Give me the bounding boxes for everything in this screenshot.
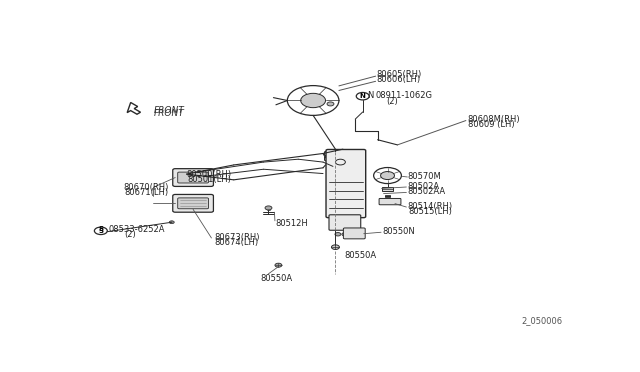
Text: 80671(LH): 80671(LH): [125, 187, 169, 197]
Text: 80501(LH): 80501(LH): [188, 175, 232, 184]
Circle shape: [327, 102, 334, 106]
Text: FRONT: FRONT: [154, 109, 184, 118]
Text: 08533-6252A: 08533-6252A: [109, 225, 165, 234]
FancyBboxPatch shape: [173, 195, 213, 212]
FancyBboxPatch shape: [173, 169, 213, 186]
Text: 80670(RH): 80670(RH): [124, 183, 169, 192]
Text: 08911-1062G: 08911-1062G: [376, 91, 433, 100]
Text: (2): (2): [125, 230, 136, 239]
FancyBboxPatch shape: [324, 157, 335, 161]
FancyBboxPatch shape: [379, 198, 401, 205]
Circle shape: [342, 232, 348, 236]
Circle shape: [356, 93, 369, 100]
Circle shape: [381, 171, 394, 180]
Text: 80570M: 80570M: [408, 172, 441, 181]
Text: 80512H: 80512H: [275, 219, 308, 228]
Text: 80502AA: 80502AA: [408, 187, 445, 196]
FancyBboxPatch shape: [344, 228, 365, 239]
FancyBboxPatch shape: [324, 151, 335, 155]
Circle shape: [332, 245, 339, 250]
Text: 80673(RH): 80673(RH): [214, 233, 259, 242]
Bar: [385, 195, 390, 197]
FancyBboxPatch shape: [329, 215, 361, 230]
Text: 80502A: 80502A: [408, 182, 440, 191]
Text: 80608M(RH): 80608M(RH): [467, 115, 520, 124]
Text: N: N: [367, 91, 373, 100]
Text: 80550A: 80550A: [344, 251, 376, 260]
Text: S: S: [99, 227, 103, 232]
FancyBboxPatch shape: [178, 172, 209, 183]
FancyBboxPatch shape: [178, 198, 209, 209]
Text: 2_050006: 2_050006: [521, 317, 562, 326]
Circle shape: [94, 227, 108, 235]
Circle shape: [301, 93, 326, 108]
Bar: [381, 187, 394, 191]
Text: 80606(LH): 80606(LH): [376, 76, 420, 84]
Text: 80550A: 80550A: [260, 274, 292, 283]
Circle shape: [275, 263, 282, 267]
Text: (2): (2): [387, 97, 398, 106]
Circle shape: [169, 221, 174, 224]
Circle shape: [265, 206, 272, 210]
Circle shape: [335, 232, 341, 236]
Text: 80515(LH): 80515(LH): [408, 207, 452, 216]
Text: FRONT: FRONT: [154, 106, 184, 115]
Text: S: S: [99, 228, 103, 234]
Text: 80500(RH): 80500(RH): [187, 170, 232, 179]
Text: 80605(RH): 80605(RH): [376, 70, 422, 79]
Text: 80514(RH): 80514(RH): [408, 202, 452, 211]
Text: N: N: [360, 93, 365, 99]
Text: 80609 (LH): 80609 (LH): [468, 120, 515, 129]
Text: 80550N: 80550N: [382, 227, 415, 236]
Text: 80674(LH): 80674(LH): [214, 238, 258, 247]
FancyBboxPatch shape: [326, 150, 365, 218]
